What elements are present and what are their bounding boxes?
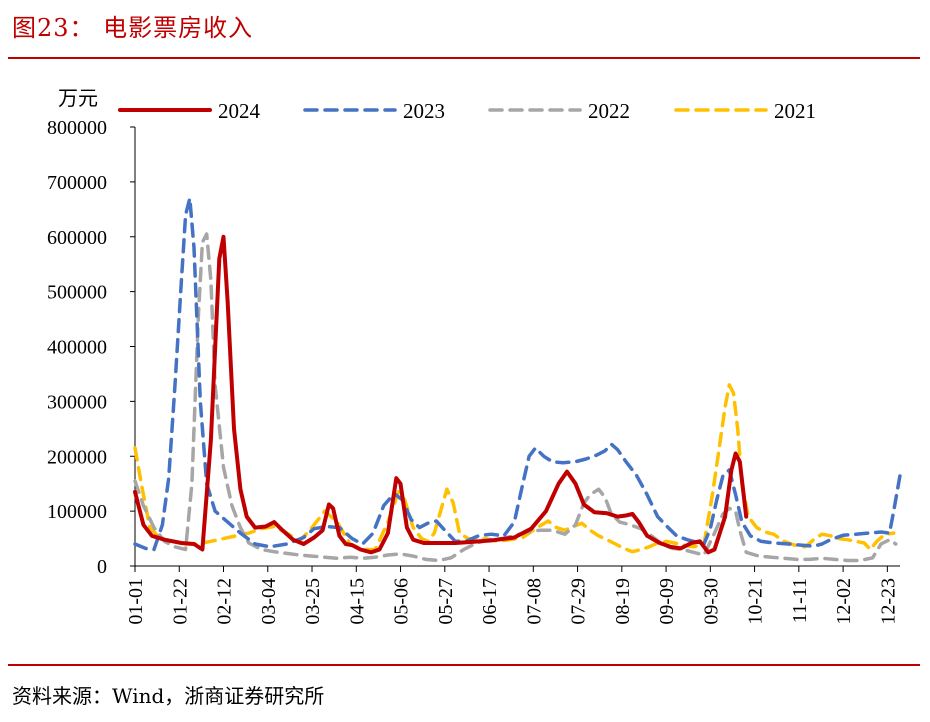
y-tick-label: 400000 xyxy=(47,337,107,359)
x-tick-label: 09-30 xyxy=(700,578,722,625)
x-tick-label: 05-06 xyxy=(391,578,413,625)
x-tick-label: 08-19 xyxy=(612,578,634,625)
x-tick-label: 01-22 xyxy=(169,578,191,625)
x-tick-label: 11-11 xyxy=(789,578,811,623)
y-tick-label: 200000 xyxy=(47,446,107,468)
x-axis: 01-01 01-22 02-12 03-04 03-25 04-15 05-06 05-27… xyxy=(125,565,900,625)
y-tick-label: 800000 xyxy=(47,117,107,139)
x-tick-label: 04-15 xyxy=(346,578,368,625)
x-tick-label: 07-08 xyxy=(523,578,545,625)
x-tick-label: 06-17 xyxy=(479,578,501,625)
x-tick-label: 10-21 xyxy=(745,578,767,625)
y-tick-label: 700000 xyxy=(47,172,107,194)
x-tick-label: 03-04 xyxy=(258,578,280,625)
source-divider xyxy=(8,664,920,666)
legend-label-2022: 2022 xyxy=(588,99,630,123)
x-tick-label: 12-23 xyxy=(877,578,899,625)
title-divider xyxy=(8,57,920,59)
x-tick-label: 12-02 xyxy=(833,578,855,625)
legend-label-2021: 2021 xyxy=(774,99,816,123)
series-line-2024 xyxy=(133,234,749,555)
y-tick-label: 500000 xyxy=(47,282,107,304)
legend: 2024 2023 2022 2021 xyxy=(118,99,816,123)
x-tick-label: 01-01 xyxy=(125,578,147,625)
y-tick-label: 600000 xyxy=(47,227,107,249)
series-line-2021 xyxy=(133,383,896,554)
y-tick-label: 0 xyxy=(97,556,107,578)
series-line-2023 xyxy=(133,196,902,552)
legend-label-2023: 2023 xyxy=(403,99,445,123)
y-tick-label: 100000 xyxy=(47,501,107,523)
y-tick-label: 300000 xyxy=(47,391,107,413)
series-layer xyxy=(133,196,902,563)
x-tick-label: 09-09 xyxy=(656,578,678,625)
source-note: 资料来源：Wind，浙商证券研究所 xyxy=(12,684,325,708)
x-tick-label: 03-25 xyxy=(302,578,324,625)
x-tick-label: 02-12 xyxy=(214,578,236,625)
figure-title: 图23： 电影票房收入 xyxy=(12,14,254,42)
y-unit-label: 万元 xyxy=(58,88,98,110)
y-axis: 0 100000 200000 300000 400000 500000 600000 700… xyxy=(47,117,136,578)
legend-label-2024: 2024 xyxy=(218,99,261,123)
x-tick-label: 07-29 xyxy=(568,578,590,625)
x-tick-label: 05-27 xyxy=(435,578,457,625)
